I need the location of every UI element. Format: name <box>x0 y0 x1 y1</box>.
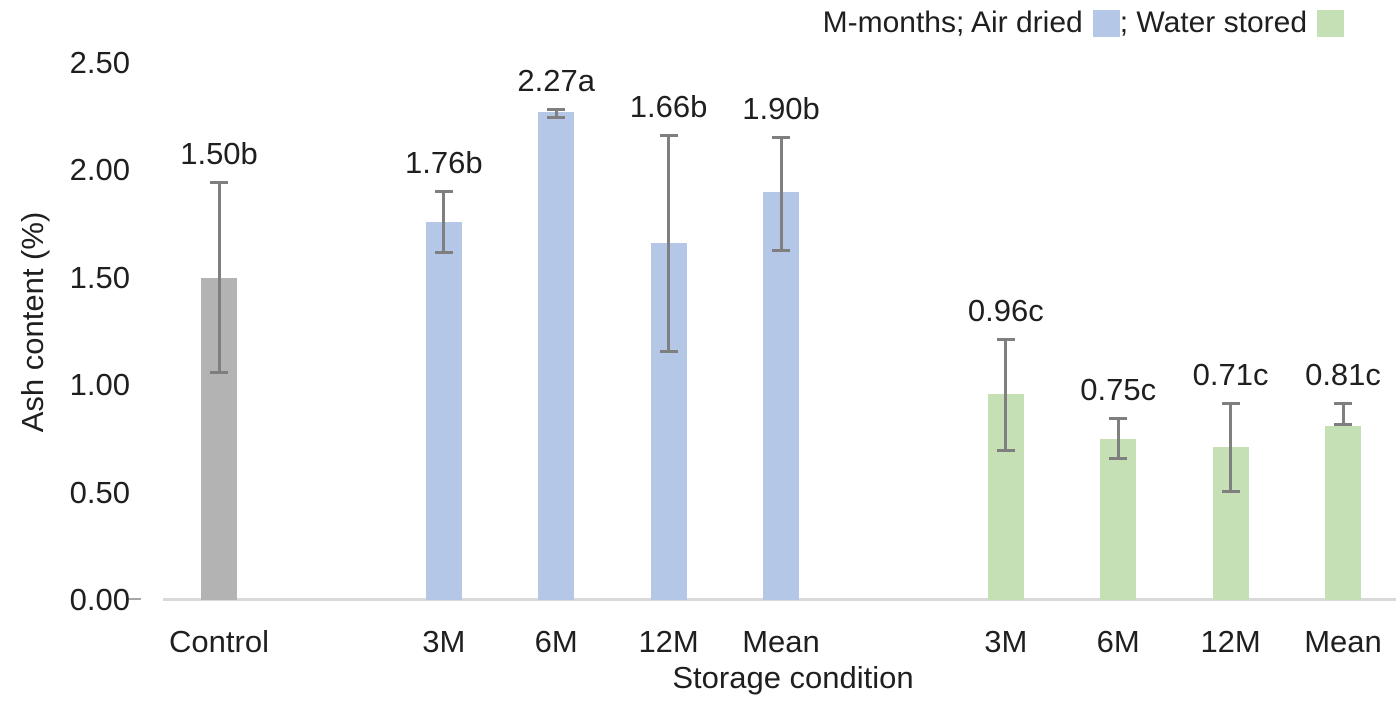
error-bar-cap-bottom-control <box>210 371 228 375</box>
y-tick-label: 0.50 <box>69 474 130 510</box>
error-bar-line-water-3m <box>1004 337 1008 452</box>
error-bar-cap-bottom-air-mean <box>772 249 790 253</box>
air-dried-swatch <box>1092 9 1120 37</box>
error-bar-cap-bottom-water-12m <box>1221 489 1240 493</box>
error-bar-line-water-6m <box>1116 417 1120 461</box>
x-category-label-air-3m: 3M <box>422 624 466 659</box>
x-category-label-control: Control <box>169 624 269 659</box>
bar-air-mean <box>763 191 799 600</box>
y-tick-label: 1.00 <box>69 367 130 403</box>
bar-value-label-air-3m: 1.76b <box>405 144 483 180</box>
legend-text-water-stored: ; Water stored <box>1119 6 1307 39</box>
error-bar-line-air-6m <box>554 108 558 119</box>
bar-value-label-water-12m: 0.71c <box>1192 357 1269 393</box>
x-category-label-air-6m: 6M <box>534 624 578 659</box>
error-bar-cap-bottom-air-3m <box>434 251 453 255</box>
bar-value-label-air-6m: 2.27a <box>517 63 595 99</box>
x-category-label-air-12m: 12M <box>638 624 699 659</box>
bar-value-label-control: 1.50b <box>180 136 258 172</box>
bar-water-6m <box>1100 438 1137 600</box>
error-bar-line-air-mean <box>779 136 783 253</box>
bar-value-label-air-12m: 1.66b <box>629 88 708 124</box>
error-bar-cap-bottom-water-mean <box>1334 423 1352 426</box>
error-bar-cap-bottom-water-3m <box>996 448 1015 452</box>
y-tick-label: 2.00 <box>69 152 130 188</box>
x-category-label-air-mean: Mean <box>742 624 820 659</box>
error-bar-cap-top-air-mean <box>772 136 790 140</box>
error-bar-cap-top-control <box>210 181 228 185</box>
error-bar-line-control <box>217 181 221 375</box>
bar-water-mean <box>1325 426 1361 600</box>
bar-value-label-water-3m: 0.96c <box>967 292 1044 328</box>
x-category-label-water-12m: 12M <box>1200 624 1261 659</box>
error-bar-cap-top-water-6m <box>1109 417 1128 421</box>
error-bar-cap-top-air-12m <box>659 133 678 137</box>
error-bar-cap-top-air-3m <box>434 189 453 193</box>
error-bar-cap-top-air-6m <box>547 108 566 112</box>
water-stored-swatch <box>1317 9 1344 37</box>
x-category-label-water-6m: 6M <box>1096 624 1140 659</box>
chart-legend: M-months; Air dried ; Water stored <box>823 2 1344 44</box>
y-tick-label: 2.50 <box>69 45 130 80</box>
bar-air-6m <box>538 112 575 600</box>
error-bar-line-water-12m <box>1229 402 1233 493</box>
y-axis-origin-tick <box>128 598 141 600</box>
y-tick-label: 1.50 <box>69 259 130 295</box>
error-bar-cap-bottom-air-12m <box>659 349 678 353</box>
error-bar-line-air-12m <box>667 133 671 353</box>
error-bar-line-air-3m <box>442 189 446 255</box>
bar-value-label-air-mean: 1.90b <box>742 91 820 127</box>
error-bar-cap-top-water-mean <box>1334 402 1352 406</box>
bar-value-label-water-6m: 0.75c <box>1080 372 1157 408</box>
error-bar-line-water-mean <box>1341 402 1345 426</box>
bar-value-label-water-mean: 0.81c <box>1305 357 1381 393</box>
error-bar-cap-bottom-water-6m <box>1109 457 1128 461</box>
y-tick-label: 0.00 <box>69 582 130 617</box>
bar-air-3m <box>425 221 462 600</box>
legend-text-air-dried: M-months; Air dried <box>822 6 1083 39</box>
x-category-label-water-mean: Mean <box>1304 624 1382 659</box>
x-category-label-water-3m: 3M <box>984 624 1028 659</box>
error-bar-cap-top-water-3m <box>996 337 1015 341</box>
x-axis-title: Storage condition <box>672 660 914 695</box>
error-bar-cap-bottom-air-6m <box>547 115 566 119</box>
error-bar-cap-top-water-12m <box>1221 402 1240 406</box>
